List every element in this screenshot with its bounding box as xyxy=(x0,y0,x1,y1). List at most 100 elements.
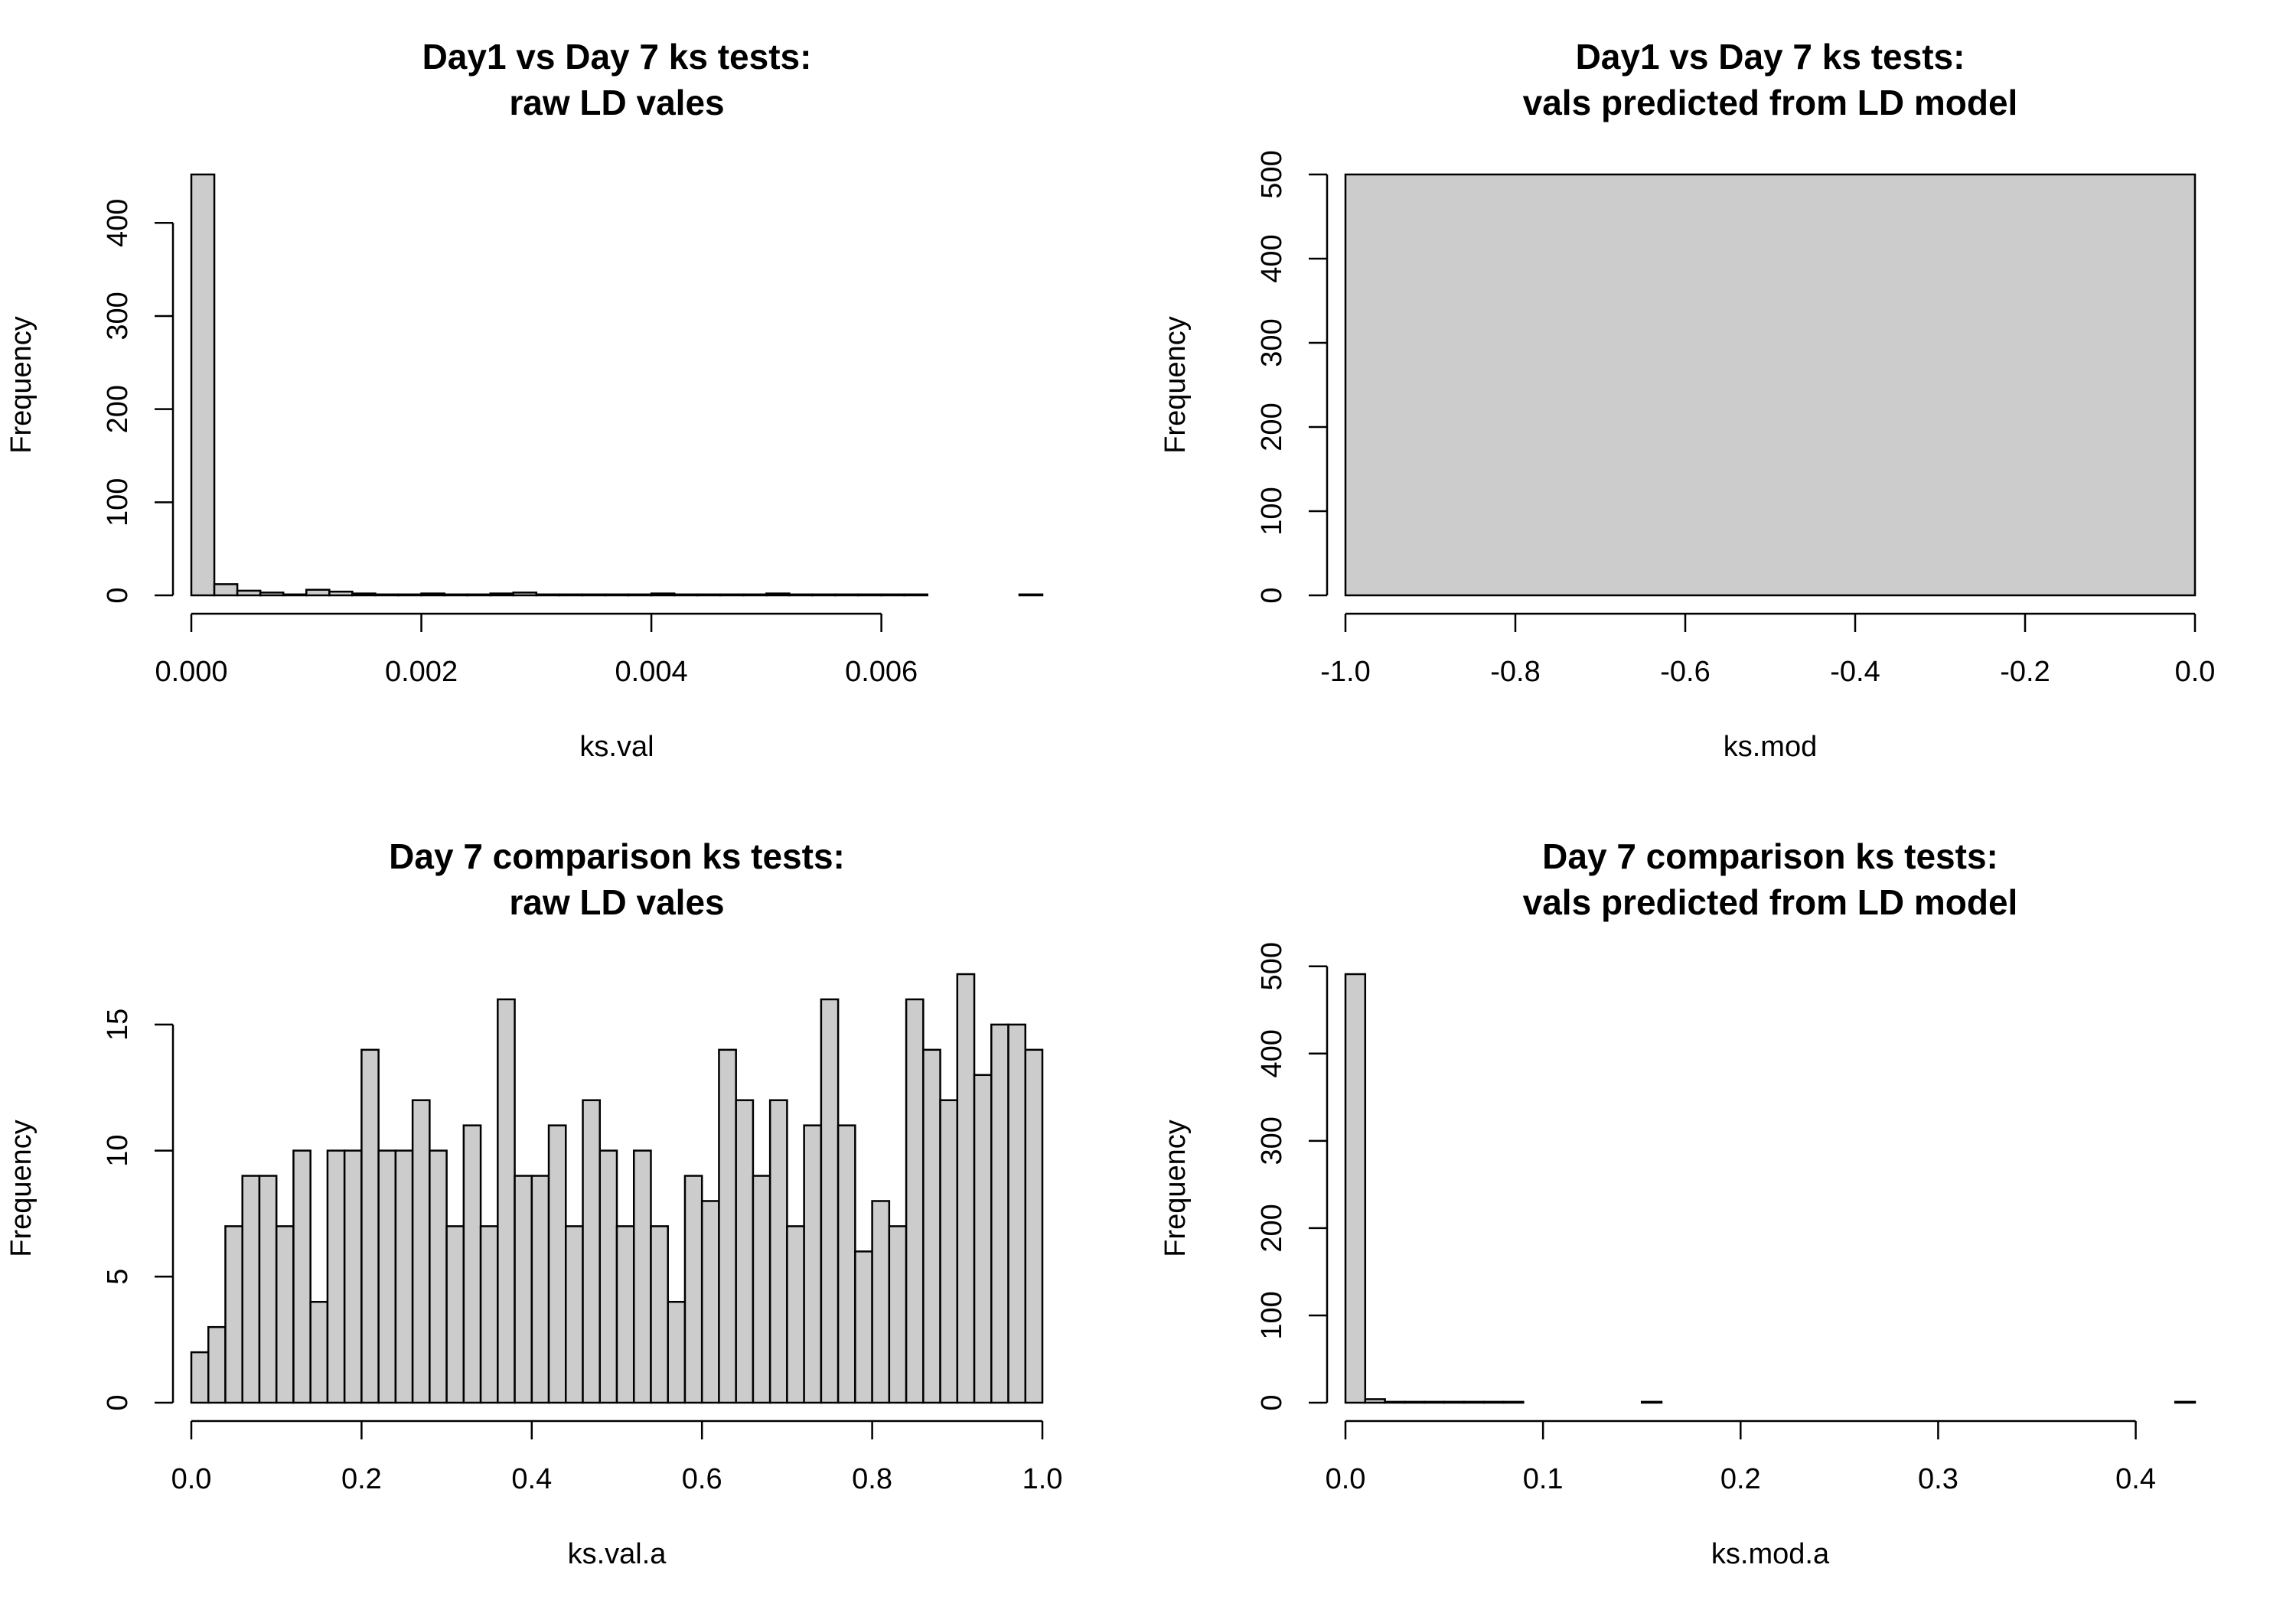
x-axis: 0.0 0.2 0.4 0.6 0.8 1.0 xyxy=(171,1420,1063,1495)
histogram-bar xyxy=(190,173,216,597)
histogram-bar xyxy=(854,1250,873,1404)
histogram-bar xyxy=(683,1175,703,1404)
y-tick-label: 15 xyxy=(102,1009,134,1041)
histogram-bar xyxy=(667,1300,687,1404)
histogram-bar xyxy=(632,1149,652,1404)
x-tick-label: -1.0 xyxy=(1320,656,1370,688)
y-tick-label: 200 xyxy=(102,385,134,433)
histogram-bar xyxy=(1344,173,2197,597)
y-tick-label: 300 xyxy=(102,292,134,340)
histogram-bar xyxy=(871,1200,891,1404)
y-tick-label: 5 xyxy=(102,1269,134,1285)
histogram-bar xyxy=(1364,1398,1386,1404)
histogram-bar xyxy=(343,1149,363,1404)
histogram-bar xyxy=(888,1225,908,1404)
histogram-bar xyxy=(429,1149,448,1404)
histogram-bar xyxy=(905,998,925,1404)
x-axis: -1.0 -0.8 -0.6 -0.4 -0.2 0.0 xyxy=(1320,612,2216,688)
x-tick-label: 0.0 xyxy=(171,1463,212,1495)
histogram-bar xyxy=(305,588,331,597)
x-tick-label: 0.2 xyxy=(1720,1463,1761,1495)
histogram-bar xyxy=(236,589,262,597)
x-tick-label: 1.0 xyxy=(1022,1463,1063,1495)
histogram-bar xyxy=(700,1200,720,1404)
histogram-bar xyxy=(565,1225,584,1404)
histogram-panel-2: Day1 vs Day 7 ks tests: vals predicted fr… xyxy=(1159,37,2215,763)
x-tick-label: 0.8 xyxy=(852,1463,892,1495)
x-tick-label: -0.4 xyxy=(1830,656,1880,688)
histogram-bar xyxy=(922,1048,941,1404)
y-tick-label: 300 xyxy=(1256,1116,1288,1165)
x-tick-label: 0.6 xyxy=(682,1463,722,1495)
histogram-bar xyxy=(462,1124,482,1404)
y-tick-label: 100 xyxy=(102,478,134,526)
x-tick-label: 0.0 xyxy=(1326,1463,1366,1495)
chart-title-line-2: raw LD vales xyxy=(509,83,724,122)
chart-title-line-1: Day 7 comparison ks tests: xyxy=(389,836,845,876)
histogram-bar xyxy=(190,1351,210,1404)
y-tick-label: 500 xyxy=(1256,942,1288,990)
histogram-bar xyxy=(224,1225,243,1404)
histogram-bar xyxy=(420,592,445,597)
histogram-bar xyxy=(275,1225,295,1404)
histogram-bar xyxy=(207,1325,227,1404)
histogram-bars xyxy=(1344,173,2197,597)
y-tick-label: 400 xyxy=(102,199,134,247)
histogram-bar xyxy=(547,1124,567,1404)
histogram-bars xyxy=(190,973,1044,1404)
histogram-bar xyxy=(326,1149,346,1404)
histogram-bar xyxy=(514,1175,533,1404)
x-tick-label: 0.006 xyxy=(845,656,918,688)
x-tick-label: 0.002 xyxy=(385,656,458,688)
histogram-bar xyxy=(1344,973,1367,1404)
y-tick-label: 400 xyxy=(1256,234,1288,282)
y-tick-label: 0 xyxy=(102,587,134,603)
y-tick-label: 300 xyxy=(1256,318,1288,367)
y-tick-label: 0 xyxy=(1256,587,1288,603)
y-tick-label: 400 xyxy=(1256,1029,1288,1077)
y-axis: 0 5 10 15 xyxy=(102,1009,174,1411)
histogram-bar xyxy=(394,1149,414,1404)
histogram-bar xyxy=(1384,1400,1406,1404)
y-axis: 0 100 200 300 400 xyxy=(102,199,174,604)
y-tick-label: 100 xyxy=(1256,487,1288,535)
histogram-bar xyxy=(512,592,538,597)
histogram-bar xyxy=(351,592,377,597)
x-axis-label: ks.val.a xyxy=(568,1538,667,1570)
x-axis-label: ks.mod.a xyxy=(1711,1538,1830,1570)
x-tick-label: 0.4 xyxy=(511,1463,552,1495)
histogram-bar xyxy=(803,1124,823,1404)
y-axis-label: Frequency xyxy=(1159,1120,1192,1257)
histogram-bar xyxy=(837,1124,856,1404)
histogram-bar xyxy=(990,1023,1009,1404)
histogram-bar xyxy=(497,998,516,1404)
histogram-bar xyxy=(1482,1400,1505,1404)
histogram-bar xyxy=(258,1175,278,1404)
histogram-bar xyxy=(718,1048,737,1404)
histogram-bar xyxy=(241,1175,261,1404)
x-axis: 0.0 0.1 0.2 0.3 0.4 xyxy=(1326,1420,2156,1495)
x-tick-label: 0.004 xyxy=(615,656,688,688)
x-tick-label: 0.0 xyxy=(2175,656,2216,688)
y-tick-label: 200 xyxy=(1256,1204,1288,1252)
chart-title-line-1: Day 7 comparison ks tests: xyxy=(1542,836,1998,876)
histogram-bar xyxy=(598,1149,618,1404)
histogram-bar xyxy=(1424,1400,1446,1404)
y-tick-label: 200 xyxy=(1256,403,1288,451)
histogram-bar xyxy=(309,1300,329,1404)
histogram-bar xyxy=(259,592,285,597)
histogram-bar xyxy=(530,1175,550,1404)
histogram-bar xyxy=(377,1149,397,1404)
histogram-bar xyxy=(479,1225,499,1404)
histogram-bar xyxy=(360,1048,380,1404)
histogram-bar xyxy=(765,592,791,597)
chart-title-line-2: vals predicted from LD model xyxy=(1523,882,2018,922)
y-axis-label: Frequency xyxy=(5,1120,38,1257)
histogram-bar xyxy=(582,1099,602,1404)
histogram-bar xyxy=(1007,1023,1027,1404)
x-axis-label: ks.mod xyxy=(1724,731,1817,763)
x-tick-label: -0.8 xyxy=(1490,656,1540,688)
histogram-bar xyxy=(292,1149,311,1404)
chart-title-line-2: raw LD vales xyxy=(509,882,724,922)
histogram-bar xyxy=(650,1225,669,1404)
